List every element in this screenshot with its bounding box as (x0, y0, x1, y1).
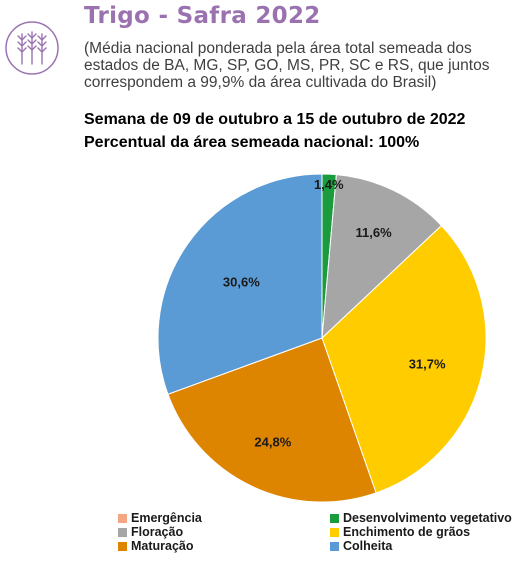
pie-data-label: 11,6% (355, 225, 392, 240)
page-title: Trigo - Safra 2022 (84, 3, 321, 29)
legend: Emergência Desenvolvimento vegetativo Flor… (118, 511, 518, 553)
legend-label: Emergência (131, 511, 202, 525)
pie-slice-floração (321, 174, 443, 340)
legend-label: Desenvolvimento vegetativo (343, 511, 512, 525)
pie-data-label: 30,6% (223, 275, 260, 290)
header: Trigo - Safra 2022 (Média nacional ponde… (0, 0, 518, 100)
subtitle: (Média nacional ponderada pela área tota… (84, 40, 490, 91)
pie-data-label: 31,7% (409, 357, 446, 372)
legend-swatch (330, 527, 339, 537)
legend-item: Desenvolvimento vegetativo (330, 511, 518, 525)
legend-item: Floração (118, 525, 330, 539)
legend-label: Enchimento de grãos (343, 525, 471, 539)
legend-swatch (330, 541, 339, 551)
pie-slice-colheita (157, 173, 323, 395)
legend-item: Enchimento de grãos (330, 525, 518, 539)
legend-swatch (330, 513, 339, 523)
pie-data-label: 24,8% (254, 435, 291, 450)
pie-labels: 1,4% 11,6% 31,7% 24,8% 30,6% (223, 177, 446, 450)
pie-slices (157, 173, 487, 503)
legend-swatch (118, 527, 127, 537)
area-percent: Percentual da área semeada nacional: 100… (84, 134, 420, 151)
legend-label: Floração (131, 525, 184, 539)
pie-slice-enchimento-de-grãos (321, 224, 487, 494)
wheat-icon (5, 21, 59, 75)
legend-item: Colheita (330, 539, 518, 553)
pie-data-label: 1,4% (314, 177, 344, 192)
legend-label: Maturação (131, 539, 194, 553)
legend-swatch (118, 541, 127, 551)
legend-item: Maturação (118, 539, 330, 553)
legend-swatch (118, 513, 127, 523)
pie-slice-maturação (167, 337, 377, 503)
week-range: Semana de 09 de outubro a 15 de outubro … (84, 111, 466, 128)
legend-item: Emergência (118, 511, 330, 525)
legend-label: Colheita (343, 539, 393, 553)
